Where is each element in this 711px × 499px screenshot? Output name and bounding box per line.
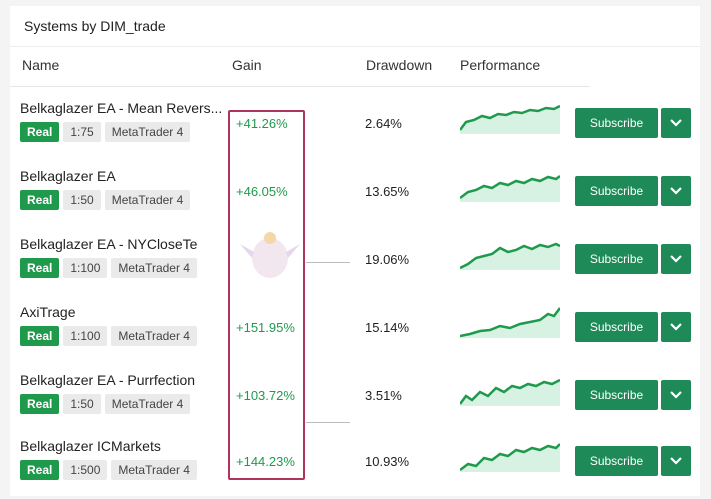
- subscribe-dropdown-button[interactable]: [661, 380, 691, 410]
- chevron-down-icon: [670, 187, 682, 195]
- leverage-badge: 1:500: [63, 460, 108, 480]
- subscribe-button[interactable]: Subscribe: [575, 312, 658, 342]
- divider: [10, 86, 590, 87]
- chevron-down-icon: [670, 323, 682, 331]
- system-name-link[interactable]: Belkaglazer EA: [20, 168, 116, 184]
- table-row: Belkaglazer EA - Purrfection Real 1:50 M…: [10, 372, 700, 440]
- subscribe-button[interactable]: Subscribe: [575, 176, 658, 206]
- leverage-badge: 1:50: [63, 190, 101, 210]
- gain-highlight-box: [228, 110, 305, 480]
- subscribe-dropdown-button[interactable]: [661, 446, 691, 476]
- drawdown-value: 13.65%: [365, 184, 410, 199]
- table-row: Belkaglazer EA - NYCloseTe Real 1:100 Me…: [10, 236, 700, 304]
- subscribe-dropdown-button[interactable]: [661, 176, 691, 206]
- gain-value: +41.26%: [236, 116, 288, 131]
- badges: Real 1:100 MetaTrader 4: [20, 258, 197, 278]
- performance-sparkline: [460, 242, 560, 270]
- drawdown-value: 3.51%: [365, 388, 402, 403]
- divider: [306, 262, 350, 263]
- real-badge: Real: [20, 190, 60, 210]
- subscribe-button[interactable]: Subscribe: [575, 244, 658, 274]
- page-title: Systems by DIM_trade: [24, 18, 166, 34]
- badges: Real 1:100 MetaTrader 4: [20, 326, 197, 346]
- gain-value: +144.23%: [236, 454, 295, 469]
- chevron-down-icon: [670, 255, 682, 263]
- system-name-link[interactable]: Belkaglazer EA - NYCloseTe: [20, 236, 198, 252]
- subscribe-button[interactable]: Subscribe: [575, 446, 658, 476]
- real-badge: Real: [20, 122, 60, 142]
- leverage-badge: 1:100: [63, 326, 108, 346]
- mascot-icon: [240, 232, 300, 278]
- badges: Real 1:50 MetaTrader 4: [20, 394, 191, 414]
- platform-badge: MetaTrader 4: [111, 258, 197, 278]
- badges: Real 1:50 MetaTrader 4: [20, 190, 191, 210]
- drawdown-value: 19.06%: [365, 252, 410, 267]
- gain-value: +103.72%: [236, 388, 295, 403]
- table-row: Belkaglazer EA - Mean Revers... Real 1:7…: [10, 100, 700, 168]
- badges: Real 1:75 MetaTrader 4: [20, 122, 191, 142]
- real-badge: Real: [20, 460, 60, 480]
- header-gain[interactable]: Gain: [232, 57, 262, 73]
- drawdown-value: 2.64%: [365, 116, 402, 131]
- platform-badge: MetaTrader 4: [104, 122, 191, 142]
- leverage-badge: 1:50: [63, 394, 101, 414]
- leverage-badge: 1:100: [63, 258, 108, 278]
- performance-sparkline: [460, 175, 560, 202]
- divider: [306, 422, 350, 423]
- gain-value: +151.95%: [236, 320, 295, 335]
- platform-badge: MetaTrader 4: [104, 190, 191, 210]
- table-row: AxiTrage Real 1:100 MetaTrader 4 +151.95…: [10, 304, 700, 372]
- subscribe-button[interactable]: Subscribe: [575, 108, 658, 138]
- subscribe-dropdown-button[interactable]: [661, 108, 691, 138]
- chevron-down-icon: [670, 391, 682, 399]
- real-badge: Real: [20, 326, 60, 346]
- drawdown-value: 10.93%: [365, 454, 410, 469]
- subscribe-button[interactable]: Subscribe: [575, 380, 658, 410]
- subscribe-dropdown-button[interactable]: [661, 244, 691, 274]
- performance-sparkline: [460, 307, 560, 338]
- systems-card: Systems by DIM_trade Name Gain Drawdown …: [10, 6, 700, 496]
- table-row: Belkaglazer EA Real 1:50 MetaTrader 4 +4…: [10, 168, 700, 236]
- system-name-link[interactable]: Belkaglazer EA - Mean Revers...: [20, 100, 223, 116]
- performance-sparkline: [460, 378, 560, 406]
- platform-badge: MetaTrader 4: [104, 394, 191, 414]
- platform-badge: MetaTrader 4: [111, 460, 197, 480]
- badges: Real 1:500 MetaTrader 4: [20, 460, 197, 480]
- gain-value: +46.05%: [236, 184, 288, 199]
- performance-sparkline: [460, 443, 560, 472]
- performance-sparkline: [460, 104, 560, 134]
- divider: [10, 46, 700, 47]
- leverage-badge: 1:75: [63, 122, 101, 142]
- table-row: Belkaglazer ICMarkets Real 1:500 MetaTra…: [10, 438, 700, 499]
- real-badge: Real: [20, 258, 60, 278]
- header-drawdown[interactable]: Drawdown: [366, 57, 433, 73]
- drawdown-value: 15.14%: [365, 320, 410, 335]
- system-name-link[interactable]: Belkaglazer EA - Purrfection: [20, 372, 196, 388]
- platform-badge: MetaTrader 4: [111, 326, 197, 346]
- system-name-link[interactable]: AxiTrage: [20, 304, 76, 320]
- chevron-down-icon: [670, 119, 682, 127]
- system-name-link[interactable]: Belkaglazer ICMarkets: [20, 438, 161, 454]
- chevron-down-icon: [670, 457, 682, 465]
- subscribe-dropdown-button[interactable]: [661, 312, 691, 342]
- header-performance[interactable]: Performance: [460, 57, 541, 73]
- real-badge: Real: [20, 394, 60, 414]
- header-name[interactable]: Name: [22, 57, 60, 73]
